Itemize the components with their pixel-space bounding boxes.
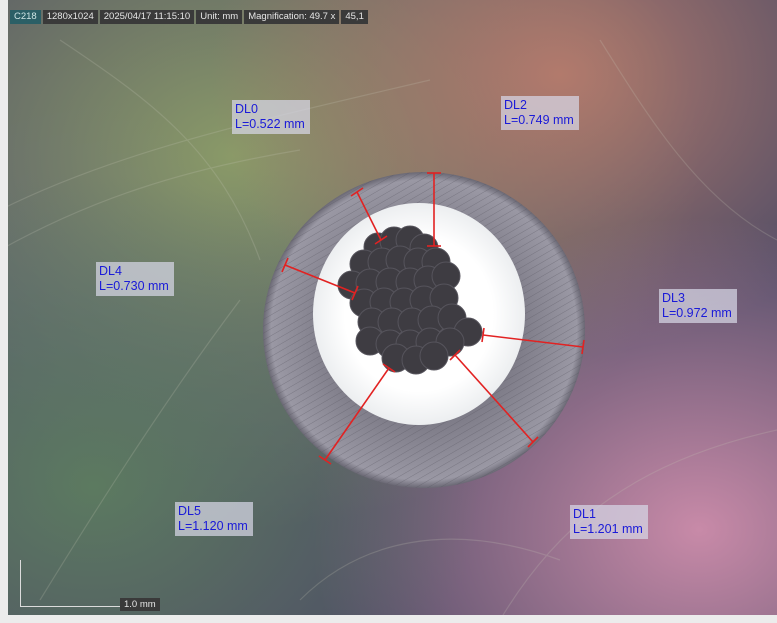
- measurement-label-dl2[interactable]: DL2 L=0.749 mm: [501, 96, 579, 130]
- measurement-label-dl3[interactable]: DL3 L=0.972 mm: [659, 289, 737, 323]
- datetime-text: 2025/04/17 11:15:10: [99, 10, 195, 24]
- measurement-name: DL3: [662, 291, 685, 305]
- scale-bar-vertical: [20, 560, 21, 607]
- measurement-lines: [281, 172, 585, 465]
- extra-text: 45,1: [341, 10, 368, 24]
- dl0-line: [356, 191, 382, 241]
- scale-bar: 1.0 mm: [20, 560, 180, 614]
- measurement-name: DL5: [178, 504, 201, 518]
- measurement-value: L=1.120 mm: [178, 519, 248, 533]
- measurement-value: L=0.522 mm: [235, 117, 305, 131]
- measurement-label-dl0[interactable]: DL0 L=0.522 mm: [232, 100, 310, 134]
- measurement-value: L=1.201 mm: [573, 522, 643, 536]
- measurement-name: DL0: [235, 102, 258, 116]
- measurement-label-dl4[interactable]: DL4 L=0.730 mm: [96, 262, 174, 296]
- conductor-bundle: [337, 225, 483, 375]
- measurement-name: DL2: [504, 98, 527, 112]
- measurement-name: DL4: [99, 264, 122, 278]
- measurement-label-dl1[interactable]: DL1 L=1.201 mm: [570, 505, 648, 539]
- camera-id: C218: [10, 10, 41, 24]
- info-bar: C218 1280x1024 2025/04/17 11:15:10 Unit:…: [10, 10, 368, 24]
- magnification-text: Magnification: 49.7 x: [244, 10, 340, 24]
- dl4-line: [284, 264, 356, 294]
- unit-text: Unit: mm: [196, 10, 243, 24]
- resolution-text: 1280x1024: [42, 10, 98, 24]
- dl1-line: [454, 354, 534, 443]
- scale-bar-label: 1.0 mm: [120, 598, 160, 611]
- measurement-value: L=0.730 mm: [99, 279, 169, 293]
- measurement-value: L=0.972 mm: [662, 306, 732, 320]
- measurement-name: DL1: [573, 507, 596, 521]
- measurement-value: L=0.749 mm: [504, 113, 574, 127]
- measurement-label-dl5[interactable]: DL5 L=1.120 mm: [175, 502, 253, 536]
- scale-bar-horizontal: [20, 606, 122, 607]
- dl3-line: [482, 334, 584, 348]
- dl5-line: [324, 367, 390, 461]
